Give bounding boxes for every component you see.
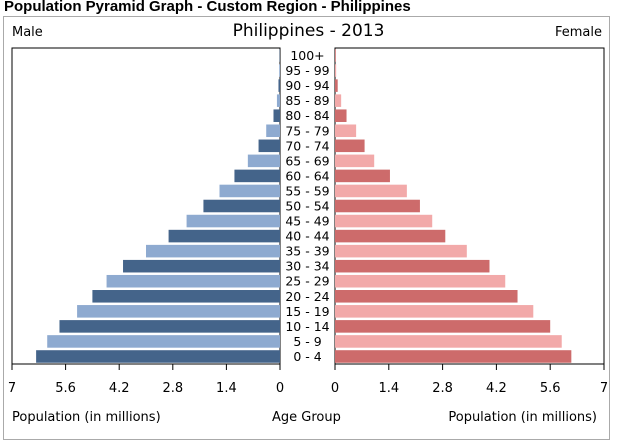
female-bar	[335, 154, 375, 168]
age-group-tick-label: 85 - 89	[285, 93, 329, 108]
male-x-tick-label: 4.2	[109, 381, 130, 396]
age-group-tick-label: 100+	[290, 48, 324, 63]
male-x-tick-label: 1.4	[216, 381, 237, 396]
age-group-tick-label: 80 - 84	[285, 108, 329, 123]
age-group-tick-label: 0 - 4	[293, 349, 321, 364]
female-bar	[335, 259, 490, 273]
age-group-tick-label: 30 - 34	[285, 259, 329, 274]
female-bar	[335, 305, 534, 318]
male-x-tick-label: 5.6	[55, 381, 76, 396]
female-x-tick-label: 0	[331, 381, 339, 396]
female-bar	[335, 199, 420, 213]
age-group-tick-label: 25 - 29	[285, 274, 329, 289]
age-group-tick-label: 15 - 19	[285, 304, 329, 319]
male-bar	[36, 350, 281, 363]
female-x-tick-label: 1.4	[378, 381, 399, 396]
male-bar	[146, 244, 280, 258]
female-bar	[335, 109, 347, 122]
age-group-tick-label: 75 - 79	[285, 123, 329, 138]
age-group-tick-label: 55 - 59	[285, 183, 329, 198]
age-group-label: Age Group	[272, 410, 341, 425]
female-x-tick-label: 2.8	[432, 381, 453, 396]
female-x-tick-label: 4.2	[486, 381, 507, 396]
male-bar	[168, 229, 280, 243]
female-bar	[335, 94, 342, 107]
chart-title: Philippines - 2013	[232, 21, 385, 41]
age-group-tick-label: 10 - 14	[285, 319, 329, 334]
male-bar	[278, 79, 280, 92]
female-bar	[335, 79, 338, 92]
male-bar	[258, 139, 280, 153]
x-axis-label-right: Population (in millions)	[448, 410, 597, 425]
male-bar	[219, 184, 280, 198]
female-bar	[335, 320, 551, 333]
female-bar	[335, 169, 390, 183]
age-group-tick-label: 45 - 49	[285, 214, 329, 229]
male-bar	[59, 320, 280, 333]
age-group-tick-label: 70 - 74	[285, 138, 329, 153]
age-group-tick-label: 50 - 54	[285, 199, 329, 214]
age-group-tick-label: 60 - 64	[285, 168, 329, 183]
age-group-tick-label: 35 - 39	[285, 244, 329, 259]
female-bar	[335, 139, 365, 153]
female-x-tick-label: 7	[600, 381, 608, 396]
male-x-tick-label: 2.8	[162, 381, 183, 396]
male-bar	[47, 335, 281, 348]
chart-frame	[3, 16, 610, 440]
female-label: Female	[554, 25, 602, 40]
male-bar	[77, 305, 280, 318]
male-x-tick-label: 7	[8, 381, 16, 396]
male-bar	[106, 274, 281, 288]
female-bar	[335, 124, 357, 138]
female-bar	[335, 229, 446, 243]
female-bar	[335, 244, 467, 258]
female-bar	[335, 350, 572, 363]
age-group-tick-label: 65 - 69	[285, 153, 329, 168]
female-bar	[335, 274, 506, 288]
male-bar	[266, 124, 280, 138]
male-bar	[234, 169, 280, 183]
male-bar	[273, 109, 280, 122]
male-bar	[186, 214, 280, 228]
male-bar	[276, 94, 280, 107]
female-bar	[335, 49, 336, 62]
age-group-tick-label: 20 - 24	[285, 289, 329, 304]
male-label: Male	[12, 25, 43, 40]
male-bar	[247, 154, 280, 168]
female-bar	[335, 290, 518, 303]
male-bar	[203, 199, 280, 213]
age-group-tick-label: 90 - 94	[285, 78, 329, 93]
page-title: Population Pyramid Graph - Custom Region…	[4, 0, 411, 15]
female-bar	[335, 184, 407, 198]
female-bar	[335, 335, 562, 348]
male-x-tick-label: 0	[276, 381, 284, 396]
x-axis-label-left: Population (in millions)	[12, 410, 161, 425]
female-x-tick-label: 5.6	[540, 381, 561, 396]
age-group-tick-label: 5 - 9	[293, 334, 321, 349]
female-bar	[335, 214, 433, 228]
female-bar	[335, 64, 337, 77]
male-bar	[123, 259, 281, 273]
male-bar	[92, 290, 281, 303]
male-bar	[279, 64, 280, 77]
age-group-tick-label: 95 - 99	[285, 63, 329, 78]
age-group-tick-label: 40 - 44	[285, 229, 329, 244]
